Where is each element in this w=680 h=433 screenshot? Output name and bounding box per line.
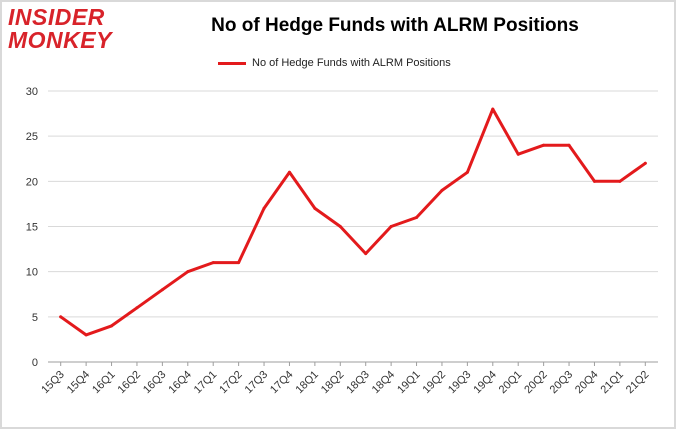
data-point — [262, 206, 266, 210]
x-tick-label: 16Q1 — [90, 369, 118, 397]
x-tick-label: 20Q3 — [548, 369, 576, 397]
data-point — [567, 143, 571, 147]
x-tick-label: 18Q3 — [344, 369, 372, 397]
data-point — [338, 225, 342, 228]
x-tick-label: 18Q2 — [319, 369, 347, 397]
data-point — [440, 188, 444, 192]
x-tick-label: 15Q4 — [65, 369, 93, 397]
y-tick-label: 5 — [32, 312, 38, 324]
x-tick-label: 18Q1 — [293, 369, 321, 397]
x-tick-label: 19Q4 — [471, 369, 499, 397]
x-tick-label: 19Q3 — [446, 369, 474, 397]
x-tick-label: 17Q4 — [268, 369, 296, 397]
insider-monkey-logo: INSIDER MONKEY — [8, 6, 126, 56]
y-tick-label: 10 — [26, 267, 38, 279]
data-point — [592, 179, 596, 183]
x-tick-label: 16Q2 — [116, 369, 144, 397]
series-line — [59, 107, 647, 337]
x-tick-label: 18Q4 — [370, 369, 398, 397]
x-tick-label: 16Q4 — [166, 369, 194, 397]
x-tick-label: 19Q1 — [395, 369, 423, 397]
data-point — [160, 288, 164, 292]
data-point — [364, 252, 368, 256]
chart-title: No of Hedge Funds with ALRM Positions — [211, 15, 579, 36]
y-tick-label: 0 — [32, 357, 38, 369]
legend-label: No of Hedge Funds with ALRM Positions — [252, 57, 451, 69]
data-point — [618, 179, 622, 183]
data-point — [643, 161, 647, 165]
data-point — [516, 152, 520, 156]
logo-line-insider: INSIDER — [8, 4, 105, 30]
data-point — [84, 333, 88, 337]
y-tick-label: 30 — [26, 86, 38, 98]
x-tick-label: 21Q1 — [598, 369, 626, 397]
data-point — [389, 225, 393, 228]
x-tick-label: 21Q2 — [624, 369, 652, 397]
data-point — [59, 315, 63, 319]
data-point — [186, 270, 190, 274]
x-tick-label: 20Q4 — [573, 369, 601, 397]
legend-swatch — [218, 61, 246, 65]
data-point — [287, 170, 291, 174]
y-tick-label: 15 — [26, 222, 38, 234]
data-point — [491, 107, 495, 111]
data-point — [542, 143, 546, 147]
logo-line-monkey: MONKEY — [8, 27, 112, 53]
x-tick-label: 20Q2 — [522, 369, 550, 397]
x-tick-label: 20Q1 — [497, 369, 525, 397]
chart-legend: No of Hedge Funds with ALRM Positions — [218, 56, 451, 70]
x-tick-label: 17Q3 — [243, 369, 271, 397]
x-tick-label: 15Q3 — [39, 369, 67, 397]
data-point — [465, 170, 469, 174]
x-tick-label: 19Q2 — [421, 369, 449, 397]
data-point — [135, 306, 139, 310]
data-point — [237, 261, 241, 265]
data-point — [211, 261, 215, 265]
data-point — [415, 215, 419, 219]
data-point — [313, 206, 317, 210]
x-tick-label: 16Q3 — [141, 369, 169, 397]
data-point — [110, 324, 114, 328]
y-tick-label: 25 — [26, 131, 38, 143]
x-tick-label: 17Q2 — [217, 369, 245, 397]
y-tick-label: 20 — [26, 176, 38, 188]
x-tick-label: 17Q1 — [192, 369, 220, 397]
